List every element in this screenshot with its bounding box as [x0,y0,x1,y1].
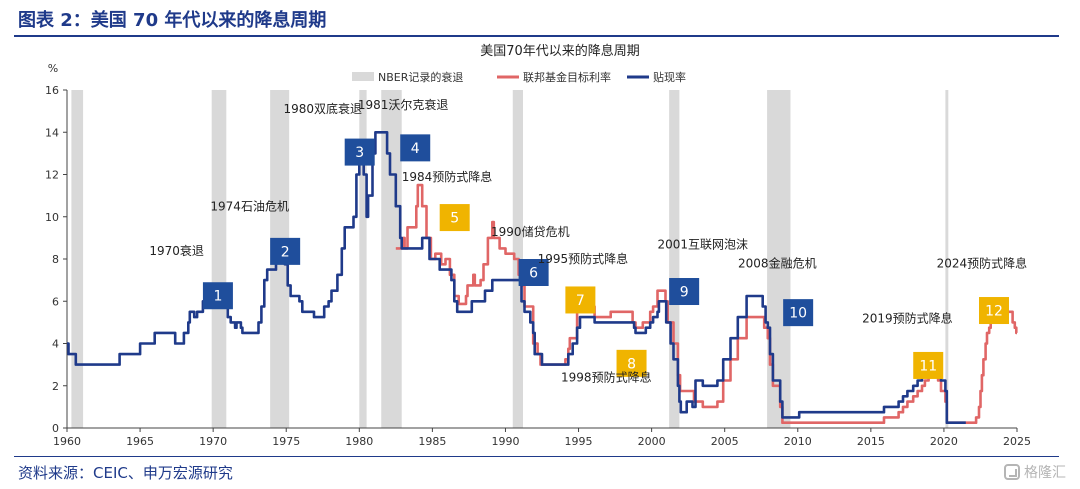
y-tick-label: 10 [45,211,59,224]
cycle-label: 2024预防式降息 [937,255,1028,270]
recession-band [359,90,367,428]
cycle-badge-number: 11 [919,358,937,374]
recession-band [211,90,227,428]
watermark: 格隆汇 [1004,462,1066,482]
cycle-badge-number: 8 [627,356,636,372]
x-tick-label: 2000 [638,435,666,448]
x-tick-label: 1980 [345,435,373,448]
cycle-badge [439,204,470,232]
cycle-badge-number: 5 [450,211,459,227]
cycle-label: 1995预防式降息 [538,251,629,266]
cycle-label: 2001互联网泡沫 [657,237,748,251]
x-tick-label: 2020 [930,435,958,448]
cycle-badge-number: 9 [680,285,689,301]
x-tick-label: 1965 [126,435,154,448]
cycle-badge [913,351,944,379]
cycle-badge-number: 4 [411,141,420,157]
cycle-label: 2008金融危机 [738,255,817,270]
x-tick-label: 1970 [199,435,227,448]
legend-label-discount: 贴现率 [653,70,686,84]
cycle-badge [616,349,647,377]
recession-band [669,90,680,428]
series-lines [67,131,1018,424]
cycle-label: 1984预防式降息 [402,169,493,184]
discount-rate-line [67,131,966,424]
footer-rule [14,456,1059,457]
cycle-badge-number: 10 [789,306,807,322]
y-tick-label: 16 [45,84,59,97]
cycle-label: 1981沃尔克衰退 [358,97,449,112]
x-tick-label: 1985 [418,435,446,448]
cycle-badge [565,286,596,314]
legend: NBER记录的衰退 联邦基金目标利率 贴现率 [352,70,686,84]
cycle-badge [344,138,375,166]
x-tick-label: 1990 [491,435,519,448]
recession-band [945,90,949,428]
cycle-badge-number: 3 [355,145,364,161]
y-axis-unit: % [48,62,58,75]
recession-shading [71,90,949,428]
recession-band [71,90,84,428]
cycle-badge [669,278,700,306]
y-tick-label: 8 [52,253,59,266]
cycle-badge [270,237,301,265]
recession-band [767,90,791,428]
x-tick-label: 2025 [1003,435,1031,448]
annotations: 1 1970衰退 2 1974石油危机 3 1980双底衰退 4 1981沃尔克衰退 5 1984… [149,97,1027,385]
cycle-badge-number: 2 [281,244,290,260]
x-tick-label: 1960 [53,435,81,448]
cycle-badge [400,134,431,162]
cycle-label: 1970衰退 [149,243,204,258]
legend-label-recession: NBER记录的衰退 [378,70,463,84]
y-tick-label: 0 [52,422,59,435]
cycle-badge [783,299,814,327]
cycle-label: 2019预防式降息 [862,310,953,325]
y-tick-label: 6 [52,295,59,308]
x-tick-label: 1995 [565,435,593,448]
cycle-badge-number: 12 [985,304,1003,320]
x-tick-label: 2010 [784,435,812,448]
y-tick-label: 4 [52,338,59,351]
cycle-badge [518,259,549,286]
x-tick-label: 2015 [857,435,885,448]
legend-swatch-recession [352,72,374,81]
cycle-badge [202,282,233,310]
title-rule [14,35,1059,37]
y-tick-label: 12 [45,169,59,182]
cycle-badge-number: 7 [576,293,585,309]
source-note: 资料来源：CEIC、申万宏源研究 [18,464,233,482]
chart-title: 美国70年代以来的降息周期 [480,43,640,59]
cycle-badge-number: 6 [529,266,538,282]
y-tick-label: 14 [45,126,59,139]
watermark-logo-icon [1004,464,1020,480]
x-tick-label: 1975 [272,435,300,448]
figure-title: 图表 2：美国 70 年代以来的降息周期 [18,10,327,31]
cycle-label: 1974石油危机 [210,199,289,213]
cycle-label: 1980双底衰退 [283,101,362,116]
recession-band [381,90,402,428]
cycle-label: 1998预防式降息 [561,370,652,385]
cycle-label: 1990储贷危机 [491,224,570,239]
watermark-text: 格隆汇 [1024,465,1066,481]
cycle-badge-number: 1 [213,289,222,305]
legend-label-fed-target: 联邦基金目标利率 [523,70,611,84]
cycle-badge [979,297,1009,325]
x-tick-label: 2005 [711,435,739,448]
y-tick-label: 2 [52,380,59,393]
